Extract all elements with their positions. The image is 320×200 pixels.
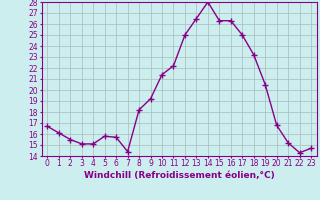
X-axis label: Windchill (Refroidissement éolien,°C): Windchill (Refroidissement éolien,°C) [84,171,275,180]
